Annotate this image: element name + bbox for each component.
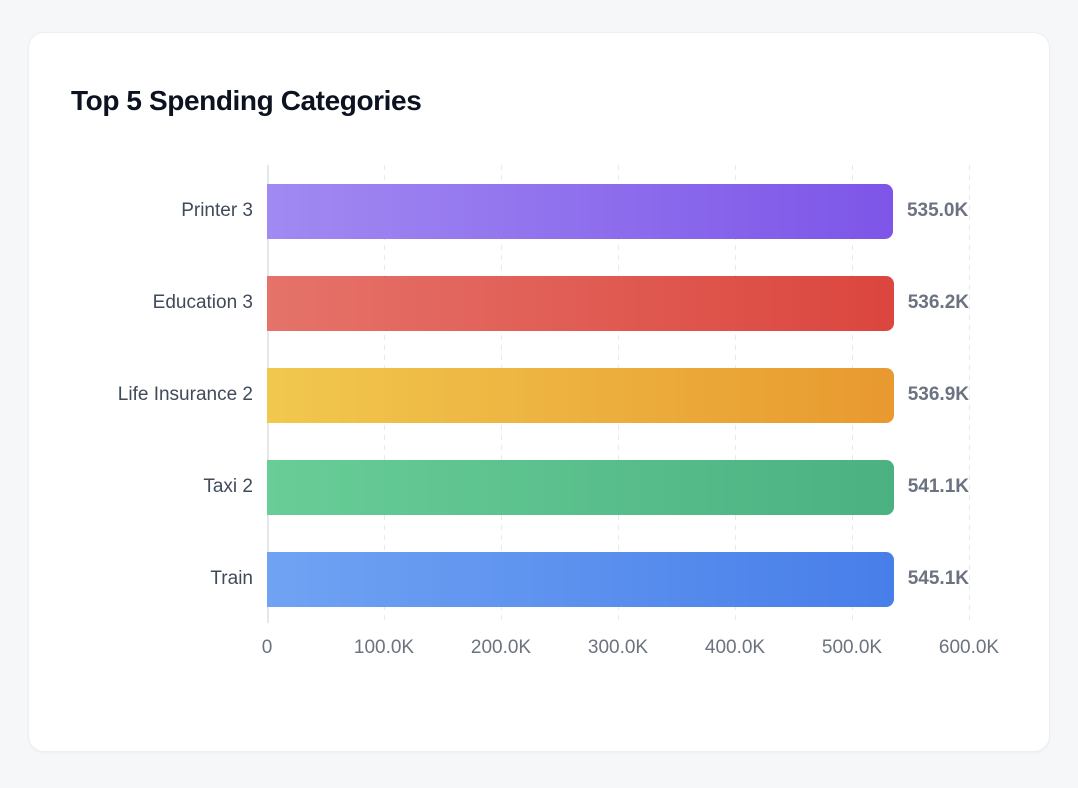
bar-track: 536.9K xyxy=(267,367,969,423)
category-label: Taxi 2 xyxy=(203,476,253,497)
x-tick-label: 600.0K xyxy=(938,637,1000,658)
bar-value-label: 536.9K xyxy=(907,384,969,405)
bar-red[interactable] xyxy=(267,275,894,331)
bar-row: Life Insurance 2 536.9K xyxy=(29,349,1049,441)
bar-track: 545.1K xyxy=(267,551,969,607)
bar-purple[interactable] xyxy=(267,183,893,239)
bar-value-label: 541.1K xyxy=(907,476,969,497)
bar-track: 541.1K xyxy=(267,459,969,515)
bar-track: 535.0K xyxy=(267,183,969,239)
chart-card: Top 5 Spending Categories Printer 3 535.0… xyxy=(28,32,1050,752)
x-tick-label: 400.0K xyxy=(704,637,766,658)
bar-value-label: 536.2K xyxy=(907,292,969,313)
x-tick-label: 100.0K xyxy=(353,637,415,658)
bar-row: Train 545.1K xyxy=(29,533,1049,625)
bar-value-label: 535.0K xyxy=(906,200,969,221)
x-tick-label: 300.0K xyxy=(587,637,649,658)
chart-title: Top 5 Spending Categories xyxy=(71,85,422,116)
category-label: Education 3 xyxy=(152,292,253,313)
x-axis: 0 100.0K 200.0K 300.0K 400.0K 500.0K 600.0K xyxy=(262,637,999,663)
bar-row: Printer 3 535.0K xyxy=(29,165,1049,257)
bar-row: Taxi 2 541.1K xyxy=(29,441,1049,533)
category-label: Printer 3 xyxy=(181,200,253,221)
bar-chart: Printer 3 535.0K Education 3 536.2K Life Ins… xyxy=(29,163,1049,683)
bar-rows: Printer 3 535.0K Education 3 536.2K Life Ins… xyxy=(29,165,1049,625)
x-tick-label: 200.0K xyxy=(470,637,532,658)
x-tick-label: 500.0K xyxy=(821,637,883,658)
bar-track: 536.2K xyxy=(267,275,969,331)
x-tick-label: 0 xyxy=(261,637,273,658)
bar-value-label: 545.1K xyxy=(907,568,969,589)
bar-blue[interactable] xyxy=(267,551,894,607)
bar-row: Education 3 536.2K xyxy=(29,257,1049,349)
category-label: Train xyxy=(210,568,253,589)
category-label: Life Insurance 2 xyxy=(117,384,253,405)
bar-green[interactable] xyxy=(267,459,894,515)
bar-yellow[interactable] xyxy=(267,367,894,423)
